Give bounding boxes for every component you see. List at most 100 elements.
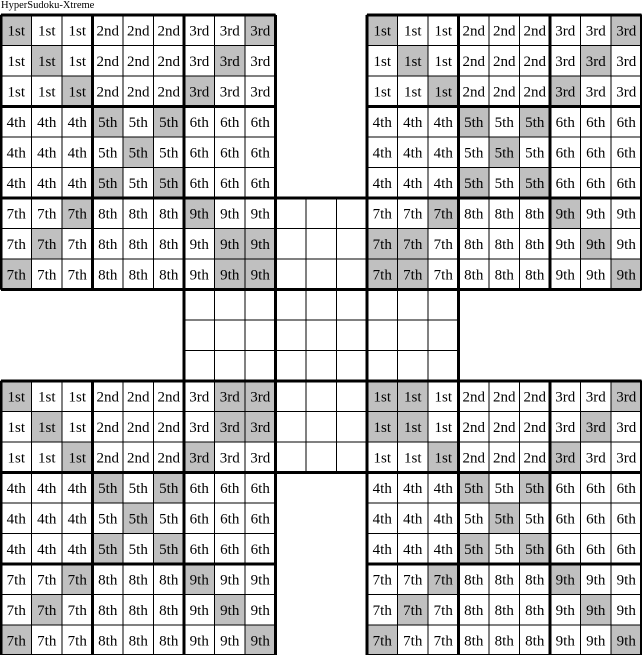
top-right-cell-label: 3rd: [616, 23, 636, 39]
bottom-right-cell-label: 5th: [525, 511, 545, 527]
bottom-right-cell-label: 1st: [434, 389, 452, 405]
bottom-right-cell: [549, 533, 581, 565]
top-left-cell-label: 2nd: [158, 23, 181, 39]
top-left-cell: [92, 258, 124, 290]
center-cell: [305, 441, 337, 473]
top-left-cell-label: 8th: [129, 267, 149, 283]
bottom-left-cell: [61, 594, 93, 626]
bottom-right-cell: [458, 624, 490, 655]
bottom-left-cell-label: 5th: [129, 511, 149, 527]
bottom-left-cell: [244, 563, 276, 595]
bottom-left-cell-label: 9th: [220, 572, 240, 588]
bottom-right-cell-label: 2nd: [524, 420, 547, 436]
center-cell: [336, 350, 368, 382]
top-left-cell-label: 3rd: [220, 23, 240, 39]
top-left-cell-label: 1st: [38, 54, 56, 70]
top-left-cell: [61, 167, 93, 199]
center-cell: [366, 319, 398, 351]
top-right-cell-label: 8th: [495, 267, 515, 283]
bottom-left-cell: [31, 624, 63, 655]
top-right-cell: [610, 167, 642, 199]
bottom-right-cell: [488, 472, 520, 504]
bottom-right-cell-label: 1st: [373, 420, 391, 436]
center-cell: [305, 350, 337, 382]
bottom-right-cell-label: 1st: [404, 389, 422, 405]
bottom-left-cell-label: 5th: [159, 511, 179, 527]
bottom-left-cell-label: 7th: [7, 603, 27, 619]
top-left-cell-label: 1st: [68, 84, 86, 100]
top-right-cell-label: 6th: [617, 176, 637, 192]
bottom-right-cell-label: 5th: [495, 481, 515, 497]
center-cell: [336, 289, 368, 321]
top-left-cell-label: 3rd: [189, 84, 209, 100]
bottom-right-cell-label: 5th: [495, 542, 515, 558]
center-cell: [183, 350, 215, 382]
bottom-right-cell-label: 3rd: [555, 389, 575, 405]
top-right-cell-label: 6th: [586, 115, 606, 131]
top-right-cell-label: 7th: [403, 267, 423, 283]
center-cell: [244, 289, 276, 321]
top-right-cell-label: 1st: [404, 23, 422, 39]
top-left-cell-shaded: [214, 45, 246, 77]
bottom-left-cell-label: 5th: [98, 511, 118, 527]
bottom-right-cell-shaded: [580, 411, 612, 443]
bottom-right-cell-label: 8th: [464, 633, 484, 649]
bottom-right-cell-label: 9th: [617, 603, 637, 619]
bottom-left-cell-label: 2nd: [158, 420, 181, 436]
bottom-right-cell: [366, 533, 398, 565]
bottom-right-cell: [519, 563, 551, 595]
top-left-cell-label: 8th: [159, 267, 179, 283]
center-cell: [366, 350, 398, 382]
top-right-cell-label: 8th: [495, 237, 515, 253]
top-left-cell: [122, 45, 154, 77]
bottom-left-cell-label: 5th: [98, 542, 118, 558]
center-cell: [427, 289, 459, 321]
top-left-cell-label: 1st: [68, 54, 86, 70]
top-right-cell-label: 8th: [464, 237, 484, 253]
bottom-right-cell: [488, 411, 520, 443]
top-left-cell-label: 7th: [37, 237, 57, 253]
top-left-cell: [92, 75, 124, 107]
bottom-left-cell-label: 2nd: [97, 389, 120, 405]
top-right-cell-label: 8th: [525, 237, 545, 253]
top-right-cell-label: 3rd: [586, 84, 606, 100]
bottom-right-cell-label: 7th: [434, 603, 454, 619]
top-left-cell-label: 6th: [190, 176, 210, 192]
bottom-right-cell-label: 2nd: [493, 420, 516, 436]
top-left-cell: [153, 197, 185, 229]
center-cell: [275, 380, 307, 412]
bottom-right-cell-label: 4th: [403, 511, 423, 527]
bottom-right-cell-label: 8th: [495, 633, 515, 649]
bottom-left-cell-label: 9th: [220, 603, 240, 619]
center-cell: [244, 319, 276, 351]
bottom-left-cell: [214, 533, 246, 565]
bottom-left-cell-label: 7th: [7, 633, 27, 649]
top-right-cell-label: 7th: [373, 267, 393, 283]
top-right-cell-label: 6th: [586, 176, 606, 192]
bottom-left-cell-label: 1st: [68, 389, 86, 405]
center-cell: [336, 319, 368, 351]
top-right-cell-label: 4th: [403, 176, 423, 192]
top-left-cell-label: 4th: [68, 176, 88, 192]
center-cell: [366, 289, 398, 321]
top-left-cell-label: 2nd: [127, 84, 150, 100]
bottom-right-cell-label: 5th: [464, 542, 484, 558]
bottom-right-cell-label: 2nd: [524, 389, 547, 405]
top-left-cell-label: 3rd: [220, 84, 240, 100]
bottom-left-cell: [153, 380, 185, 412]
bottom-right-cell-label: 1st: [373, 450, 391, 466]
bottom-left-cell-label: 4th: [37, 542, 57, 558]
top-right-cell: [580, 136, 612, 168]
top-right-cell-label: 8th: [525, 267, 545, 283]
top-left-cell: [153, 75, 185, 107]
top-right-cell: [519, 197, 551, 229]
bottom-left-cell-label: 9th: [251, 603, 271, 619]
top-right-cell: [488, 167, 520, 199]
bottom-right-cell-label: 8th: [495, 603, 515, 619]
bottom-left-cell-label: 2nd: [158, 450, 181, 466]
top-left-cell-label: 6th: [220, 145, 240, 161]
bottom-left-cell-label: 9th: [190, 603, 210, 619]
bottom-left-cell-label: 4th: [7, 542, 27, 558]
bottom-right-cell-label: 5th: [525, 542, 545, 558]
bottom-right-cell-label: 1st: [434, 420, 452, 436]
